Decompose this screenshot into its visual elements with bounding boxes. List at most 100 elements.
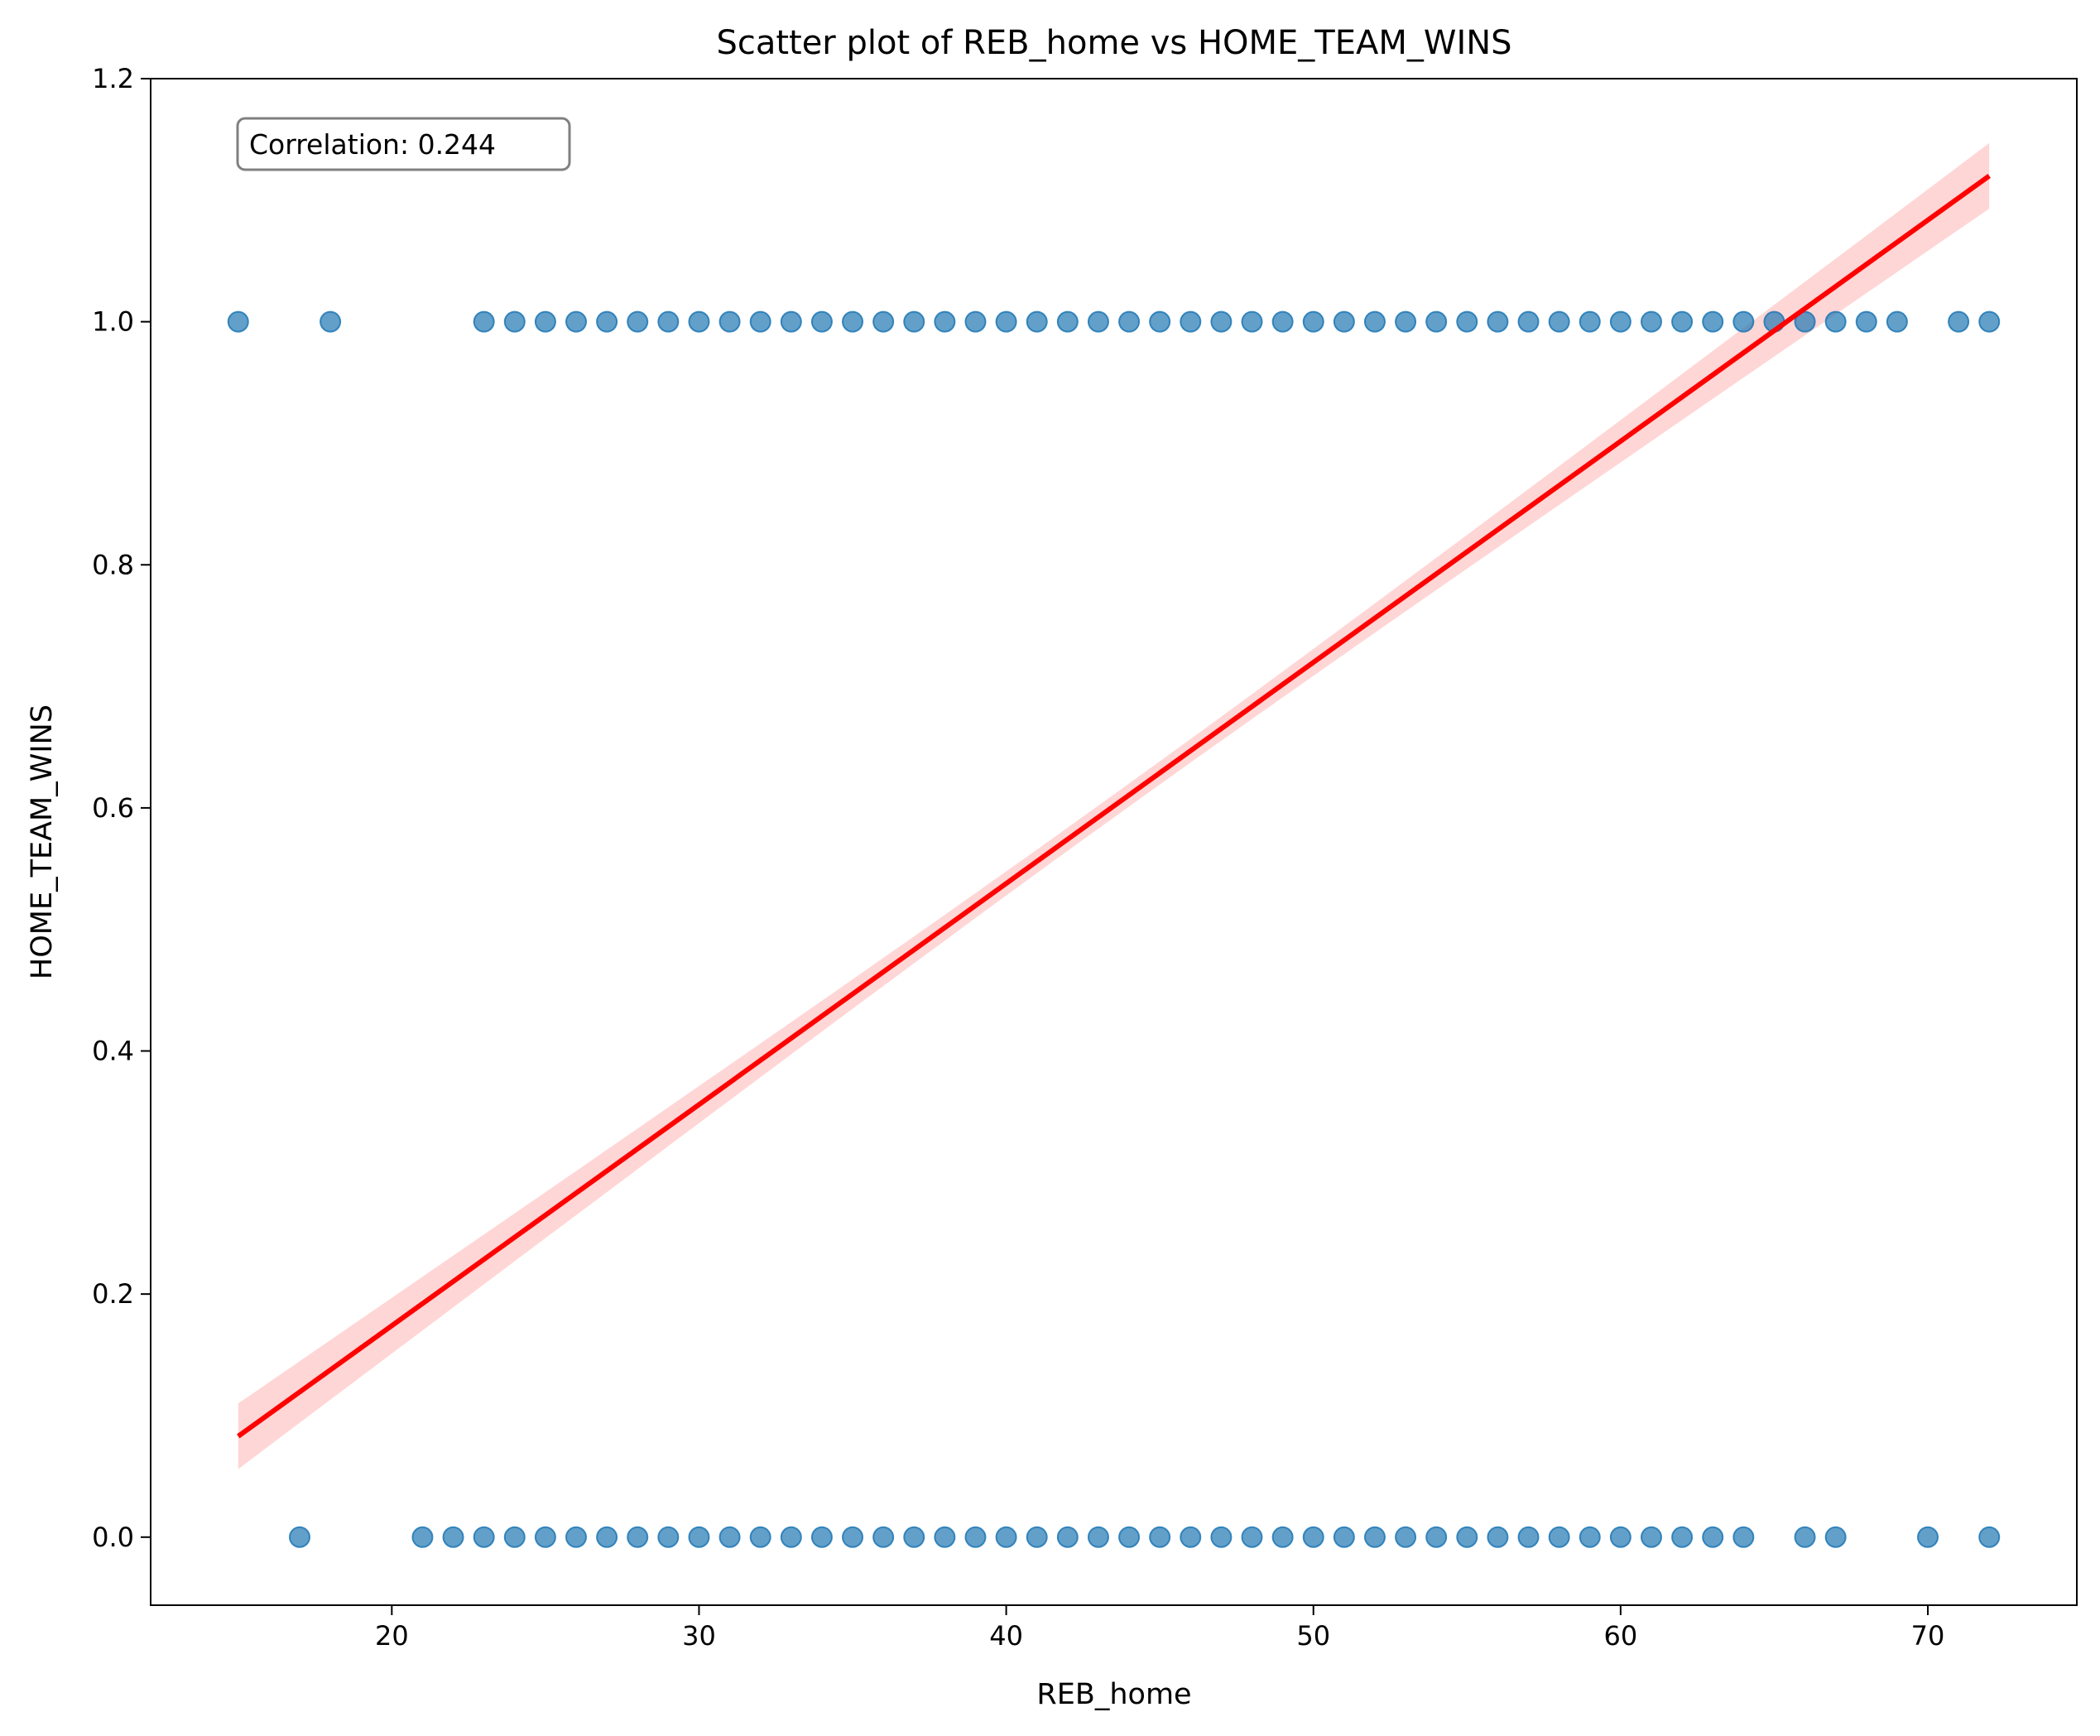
data-point <box>1334 1527 1354 1547</box>
data-point <box>536 1527 555 1547</box>
data-point <box>627 1527 647 1547</box>
data-point <box>1672 312 1692 332</box>
x-tick-label: 70 <box>1911 1620 1945 1652</box>
x-axis-label: REB_home <box>1036 1678 1191 1711</box>
data-point <box>935 312 954 332</box>
data-point <box>444 1527 464 1547</box>
y-tick-label: 0.6 <box>92 792 134 824</box>
data-point <box>1119 312 1139 332</box>
data-point <box>1580 312 1600 332</box>
annotation-text: Correlation: 0.244 <box>249 128 496 161</box>
data-point <box>935 1527 954 1547</box>
data-point <box>1273 312 1293 332</box>
data-point <box>1641 1527 1661 1547</box>
x-tick-label: 40 <box>989 1620 1023 1652</box>
data-point <box>1211 312 1231 332</box>
data-point <box>1826 312 1846 332</box>
data-point <box>997 312 1016 332</box>
data-point <box>1979 1527 1999 1547</box>
data-point <box>566 1527 586 1547</box>
data-point <box>505 312 525 332</box>
data-point <box>1733 1527 1753 1547</box>
data-point <box>689 312 709 332</box>
data-point <box>474 1527 494 1547</box>
data-point <box>1826 1527 1846 1547</box>
data-point <box>1918 1527 1938 1547</box>
data-point <box>843 1527 863 1547</box>
data-point <box>720 312 740 332</box>
data-point <box>1550 1527 1569 1547</box>
data-point <box>1487 1527 1507 1547</box>
data-point <box>1396 312 1415 332</box>
data-point <box>965 1527 985 1547</box>
data-point <box>1027 312 1047 332</box>
data-point <box>904 312 924 332</box>
data-point <box>1641 312 1661 332</box>
data-point <box>627 312 647 332</box>
data-point <box>812 312 832 332</box>
y-tick-label: 0.0 <box>92 1522 134 1553</box>
data-point <box>1887 312 1907 332</box>
data-point <box>873 312 893 332</box>
data-point <box>1795 1527 1815 1547</box>
x-tick-label: 50 <box>1296 1620 1330 1652</box>
data-point <box>1334 312 1354 332</box>
data-point <box>751 312 771 332</box>
data-point <box>873 1527 893 1547</box>
data-point <box>1119 1527 1139 1547</box>
data-point <box>1242 312 1262 332</box>
data-point <box>474 312 494 332</box>
data-point <box>412 1527 432 1547</box>
data-point <box>290 1527 310 1547</box>
data-point <box>1365 1527 1385 1547</box>
data-point <box>812 1527 832 1547</box>
data-point <box>1242 1527 1262 1547</box>
data-point <box>1058 1527 1078 1547</box>
data-point <box>997 1527 1016 1547</box>
data-point <box>1027 1527 1047 1547</box>
data-point <box>1150 1527 1170 1547</box>
data-point <box>597 312 617 332</box>
data-point <box>1365 312 1385 332</box>
y-tick-label: 0.2 <box>92 1278 134 1310</box>
data-point <box>1487 312 1507 332</box>
data-point <box>1426 1527 1446 1547</box>
data-point <box>1611 1527 1631 1547</box>
data-point <box>1457 312 1477 332</box>
data-point <box>320 312 340 332</box>
data-point <box>1088 312 1108 332</box>
data-point <box>781 1527 801 1547</box>
data-point <box>965 312 985 332</box>
data-point <box>1857 312 1877 332</box>
data-point <box>1550 312 1569 332</box>
data-point <box>1949 312 1968 332</box>
x-tick-label: 20 <box>375 1620 409 1652</box>
data-point <box>1304 312 1324 332</box>
data-point <box>1058 312 1078 332</box>
data-point <box>1180 1527 1200 1547</box>
data-point <box>1273 1527 1293 1547</box>
data-point <box>689 1527 709 1547</box>
y-tick-label: 1.0 <box>92 306 134 338</box>
data-point <box>1979 312 1999 332</box>
data-point <box>1457 1527 1477 1547</box>
x-tick-label: 60 <box>1604 1620 1638 1652</box>
data-point <box>1733 312 1753 332</box>
data-point <box>1519 1527 1539 1547</box>
data-point <box>1519 312 1539 332</box>
x-tick-label: 30 <box>682 1620 716 1652</box>
data-point <box>720 1527 740 1547</box>
data-point <box>1611 312 1631 332</box>
y-tick-label: 0.8 <box>92 549 134 580</box>
data-point <box>843 312 863 332</box>
data-point <box>1304 1527 1324 1547</box>
data-point <box>1426 312 1446 332</box>
data-point <box>781 312 801 332</box>
data-point <box>1580 1527 1600 1547</box>
data-point <box>1672 1527 1692 1547</box>
data-point <box>658 312 678 332</box>
data-point <box>505 1527 525 1547</box>
data-point <box>1088 1527 1108 1547</box>
data-point <box>228 312 248 332</box>
